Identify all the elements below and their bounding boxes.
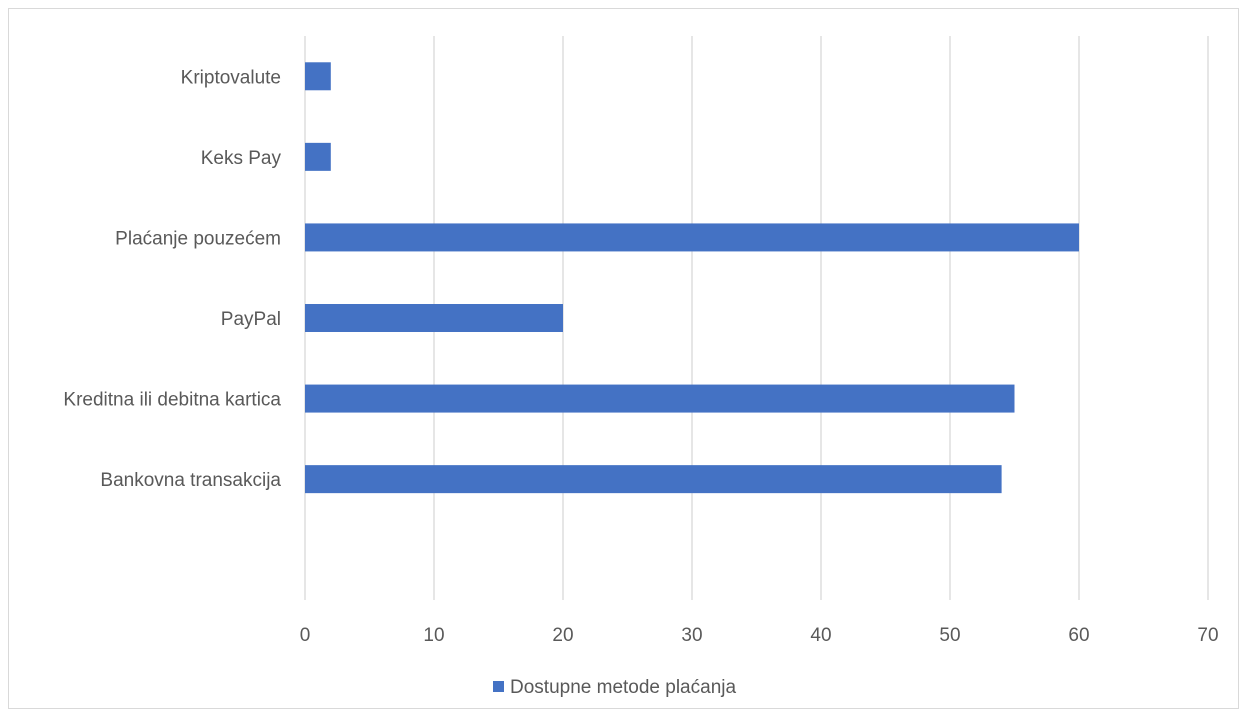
bars [305, 62, 1079, 494]
bar [305, 384, 1015, 413]
x-tick-labels: 0 10 20 30 40 50 60 70 [300, 625, 1219, 646]
bar [305, 62, 331, 91]
category-label: PayPal [221, 309, 281, 330]
x-tick-label: 40 [810, 625, 831, 646]
bar [305, 465, 1002, 494]
x-tick-label: 30 [681, 625, 702, 646]
legend-swatch [493, 681, 504, 692]
category-labels: Bankovna transakcija Kreditna ili debitna… [63, 67, 281, 491]
x-tick-label: 20 [552, 625, 573, 646]
x-tick-label: 60 [1068, 625, 1089, 646]
x-tick-label: 70 [1197, 625, 1218, 646]
gridlines [304, 36, 1209, 600]
chart-frame [8, 8, 1239, 709]
bar [305, 223, 1079, 252]
legend: Dostupne metode plaćanja [493, 677, 736, 698]
x-tick-label: 50 [939, 625, 960, 646]
category-label: Keks Pay [201, 148, 282, 169]
bar [305, 304, 563, 332]
bar [305, 142, 331, 171]
x-tick-label: 0 [300, 625, 311, 646]
x-tick-label: 10 [423, 625, 444, 646]
legend-label: Dostupne metode plaćanja [510, 677, 736, 698]
category-label: Kreditna ili debitna kartica [63, 390, 281, 411]
category-label: Plaćanje pouzećem [115, 228, 281, 249]
category-label: Kriptovalute [181, 67, 281, 88]
category-label: Bankovna transakcija [100, 470, 281, 491]
